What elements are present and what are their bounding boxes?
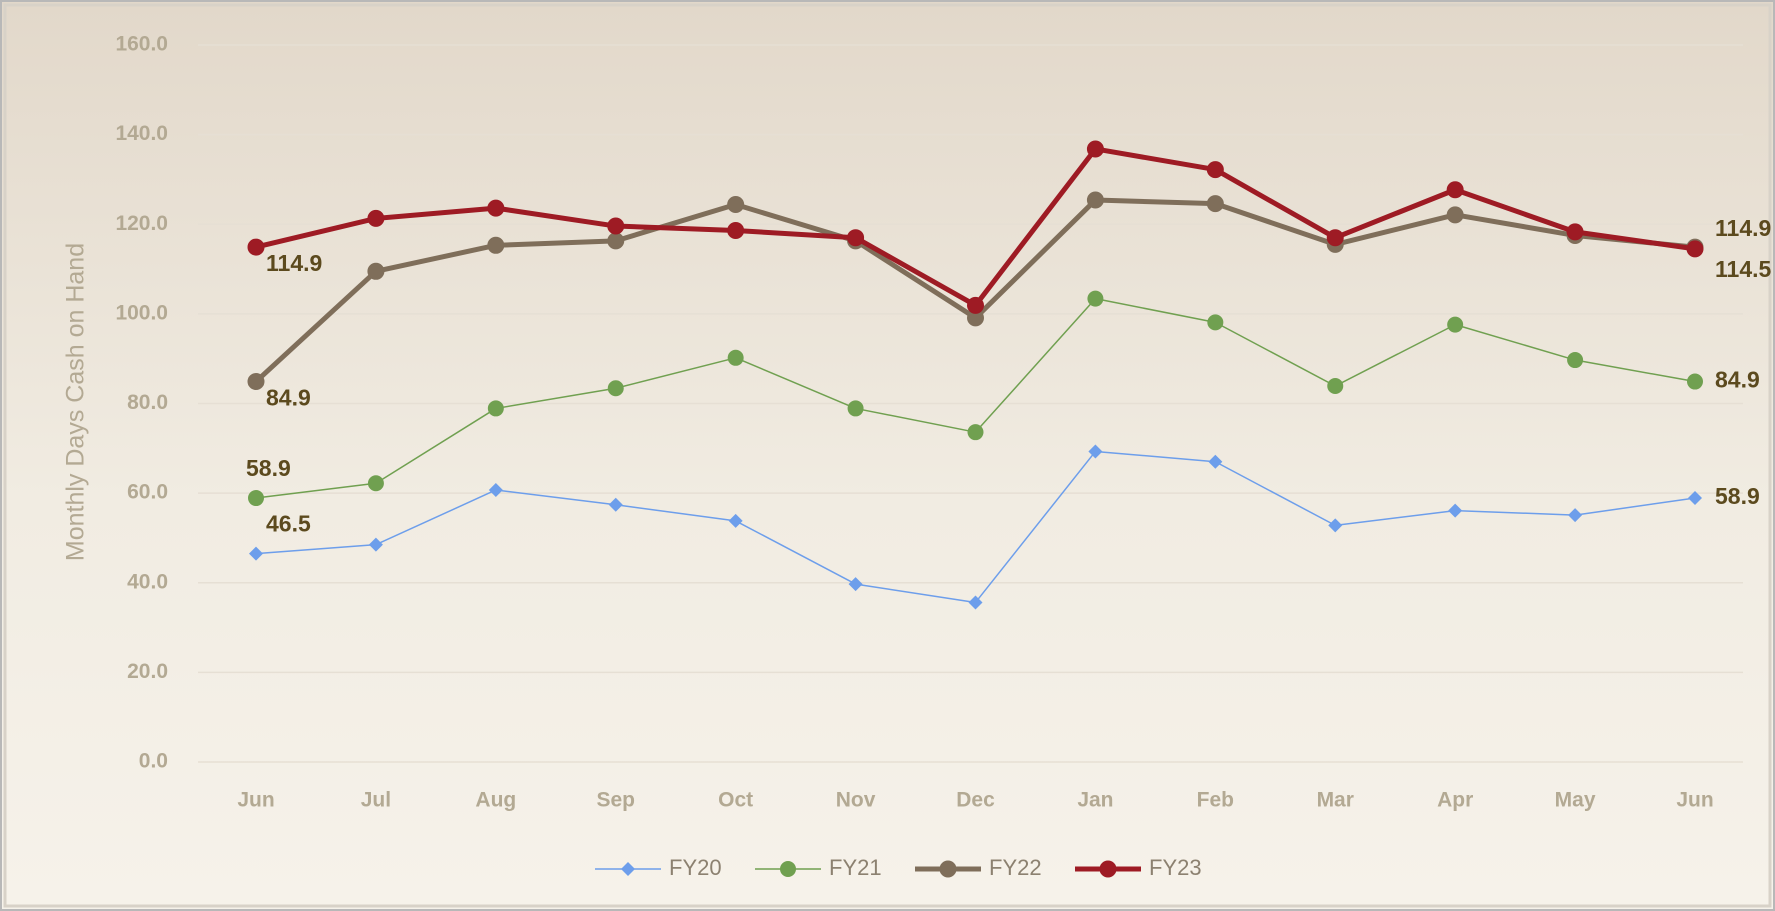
y-axis-label: Monthly Days Cash on Hand	[62, 243, 90, 561]
y-tick-label: 80.0	[127, 391, 168, 414]
data-label: 84.9	[1715, 367, 1760, 393]
y-tick-label: 20.0	[127, 660, 168, 683]
data-label: 58.9	[1715, 483, 1760, 509]
marker	[968, 595, 983, 610]
x-tick-label: May	[1555, 789, 1596, 812]
marker	[1686, 240, 1704, 258]
marker	[1567, 352, 1584, 369]
x-tick-label: Jun	[1676, 789, 1713, 812]
marker	[1566, 223, 1584, 241]
marker	[1326, 229, 1344, 247]
y-tick-label: 140.0	[115, 122, 168, 145]
marker	[1328, 518, 1343, 533]
marker	[1568, 508, 1583, 523]
data-label: 114.9	[1715, 215, 1771, 241]
marker	[247, 373, 265, 391]
legend-label: FY20	[669, 855, 722, 880]
marker	[967, 424, 984, 441]
marker	[727, 349, 744, 366]
marker	[1087, 290, 1104, 307]
marker	[621, 862, 635, 876]
marker	[967, 296, 984, 314]
marker	[847, 229, 865, 247]
marker	[1086, 191, 1104, 209]
x-tick-label: Apr	[1437, 789, 1473, 812]
x-tick-label: Feb	[1197, 789, 1234, 812]
legend-label: FY22	[989, 855, 1042, 880]
marker	[367, 262, 385, 280]
marker	[249, 546, 263, 561]
marker	[728, 513, 743, 528]
marker	[1206, 161, 1224, 179]
x-tick-label: Nov	[836, 789, 876, 812]
marker	[487, 236, 505, 254]
marker	[1447, 316, 1464, 333]
marker	[607, 380, 624, 397]
marker	[1207, 314, 1224, 331]
marker	[1206, 195, 1224, 213]
marker	[367, 209, 385, 227]
data-label: 84.9	[266, 385, 311, 411]
marker	[487, 199, 505, 217]
y-tick-label: 0.0	[139, 750, 168, 773]
marker	[727, 222, 745, 240]
marker	[1088, 444, 1103, 459]
marker	[487, 400, 504, 417]
x-tick-label: Oct	[718, 789, 753, 812]
marker	[848, 577, 863, 592]
marker	[1687, 373, 1703, 390]
marker	[727, 196, 745, 214]
marker	[607, 217, 625, 235]
data-label: 114.5	[1715, 256, 1771, 282]
x-tick-label: Mar	[1317, 789, 1354, 812]
y-tick-label: 40.0	[127, 570, 168, 593]
marker	[1448, 503, 1463, 518]
marker	[1446, 181, 1464, 199]
marker	[780, 861, 796, 877]
marker	[1099, 860, 1117, 878]
marker	[1327, 378, 1344, 395]
marker	[247, 238, 265, 256]
data-label: 114.9	[266, 250, 322, 276]
data-label: 58.9	[246, 455, 291, 481]
marker	[248, 490, 264, 507]
y-tick-label: 100.0	[115, 301, 168, 324]
marker	[608, 497, 623, 512]
marker	[1688, 491, 1702, 506]
frame	[3, 3, 1772, 908]
legend-label: FY23	[1149, 855, 1202, 880]
y-tick-label: 160.0	[115, 33, 168, 56]
marker	[1208, 454, 1223, 469]
marker	[1446, 206, 1464, 224]
marker	[847, 400, 864, 417]
x-tick-label: Dec	[956, 789, 995, 812]
marker	[367, 475, 384, 492]
x-tick-label: Jun	[237, 789, 274, 812]
marker	[368, 537, 383, 552]
y-tick-label: 60.0	[127, 481, 168, 504]
marker	[488, 482, 503, 497]
legend-label: FY21	[829, 855, 882, 880]
data-label: 46.5	[266, 511, 311, 537]
x-tick-label: Jan	[1077, 789, 1113, 812]
x-tick-label: Sep	[596, 789, 635, 812]
x-tick-label: Jul	[361, 789, 391, 812]
marker	[607, 232, 625, 250]
x-tick-label: Aug	[475, 789, 516, 812]
y-tick-label: 120.0	[115, 212, 168, 235]
marker	[939, 860, 957, 878]
marker	[1086, 140, 1104, 158]
